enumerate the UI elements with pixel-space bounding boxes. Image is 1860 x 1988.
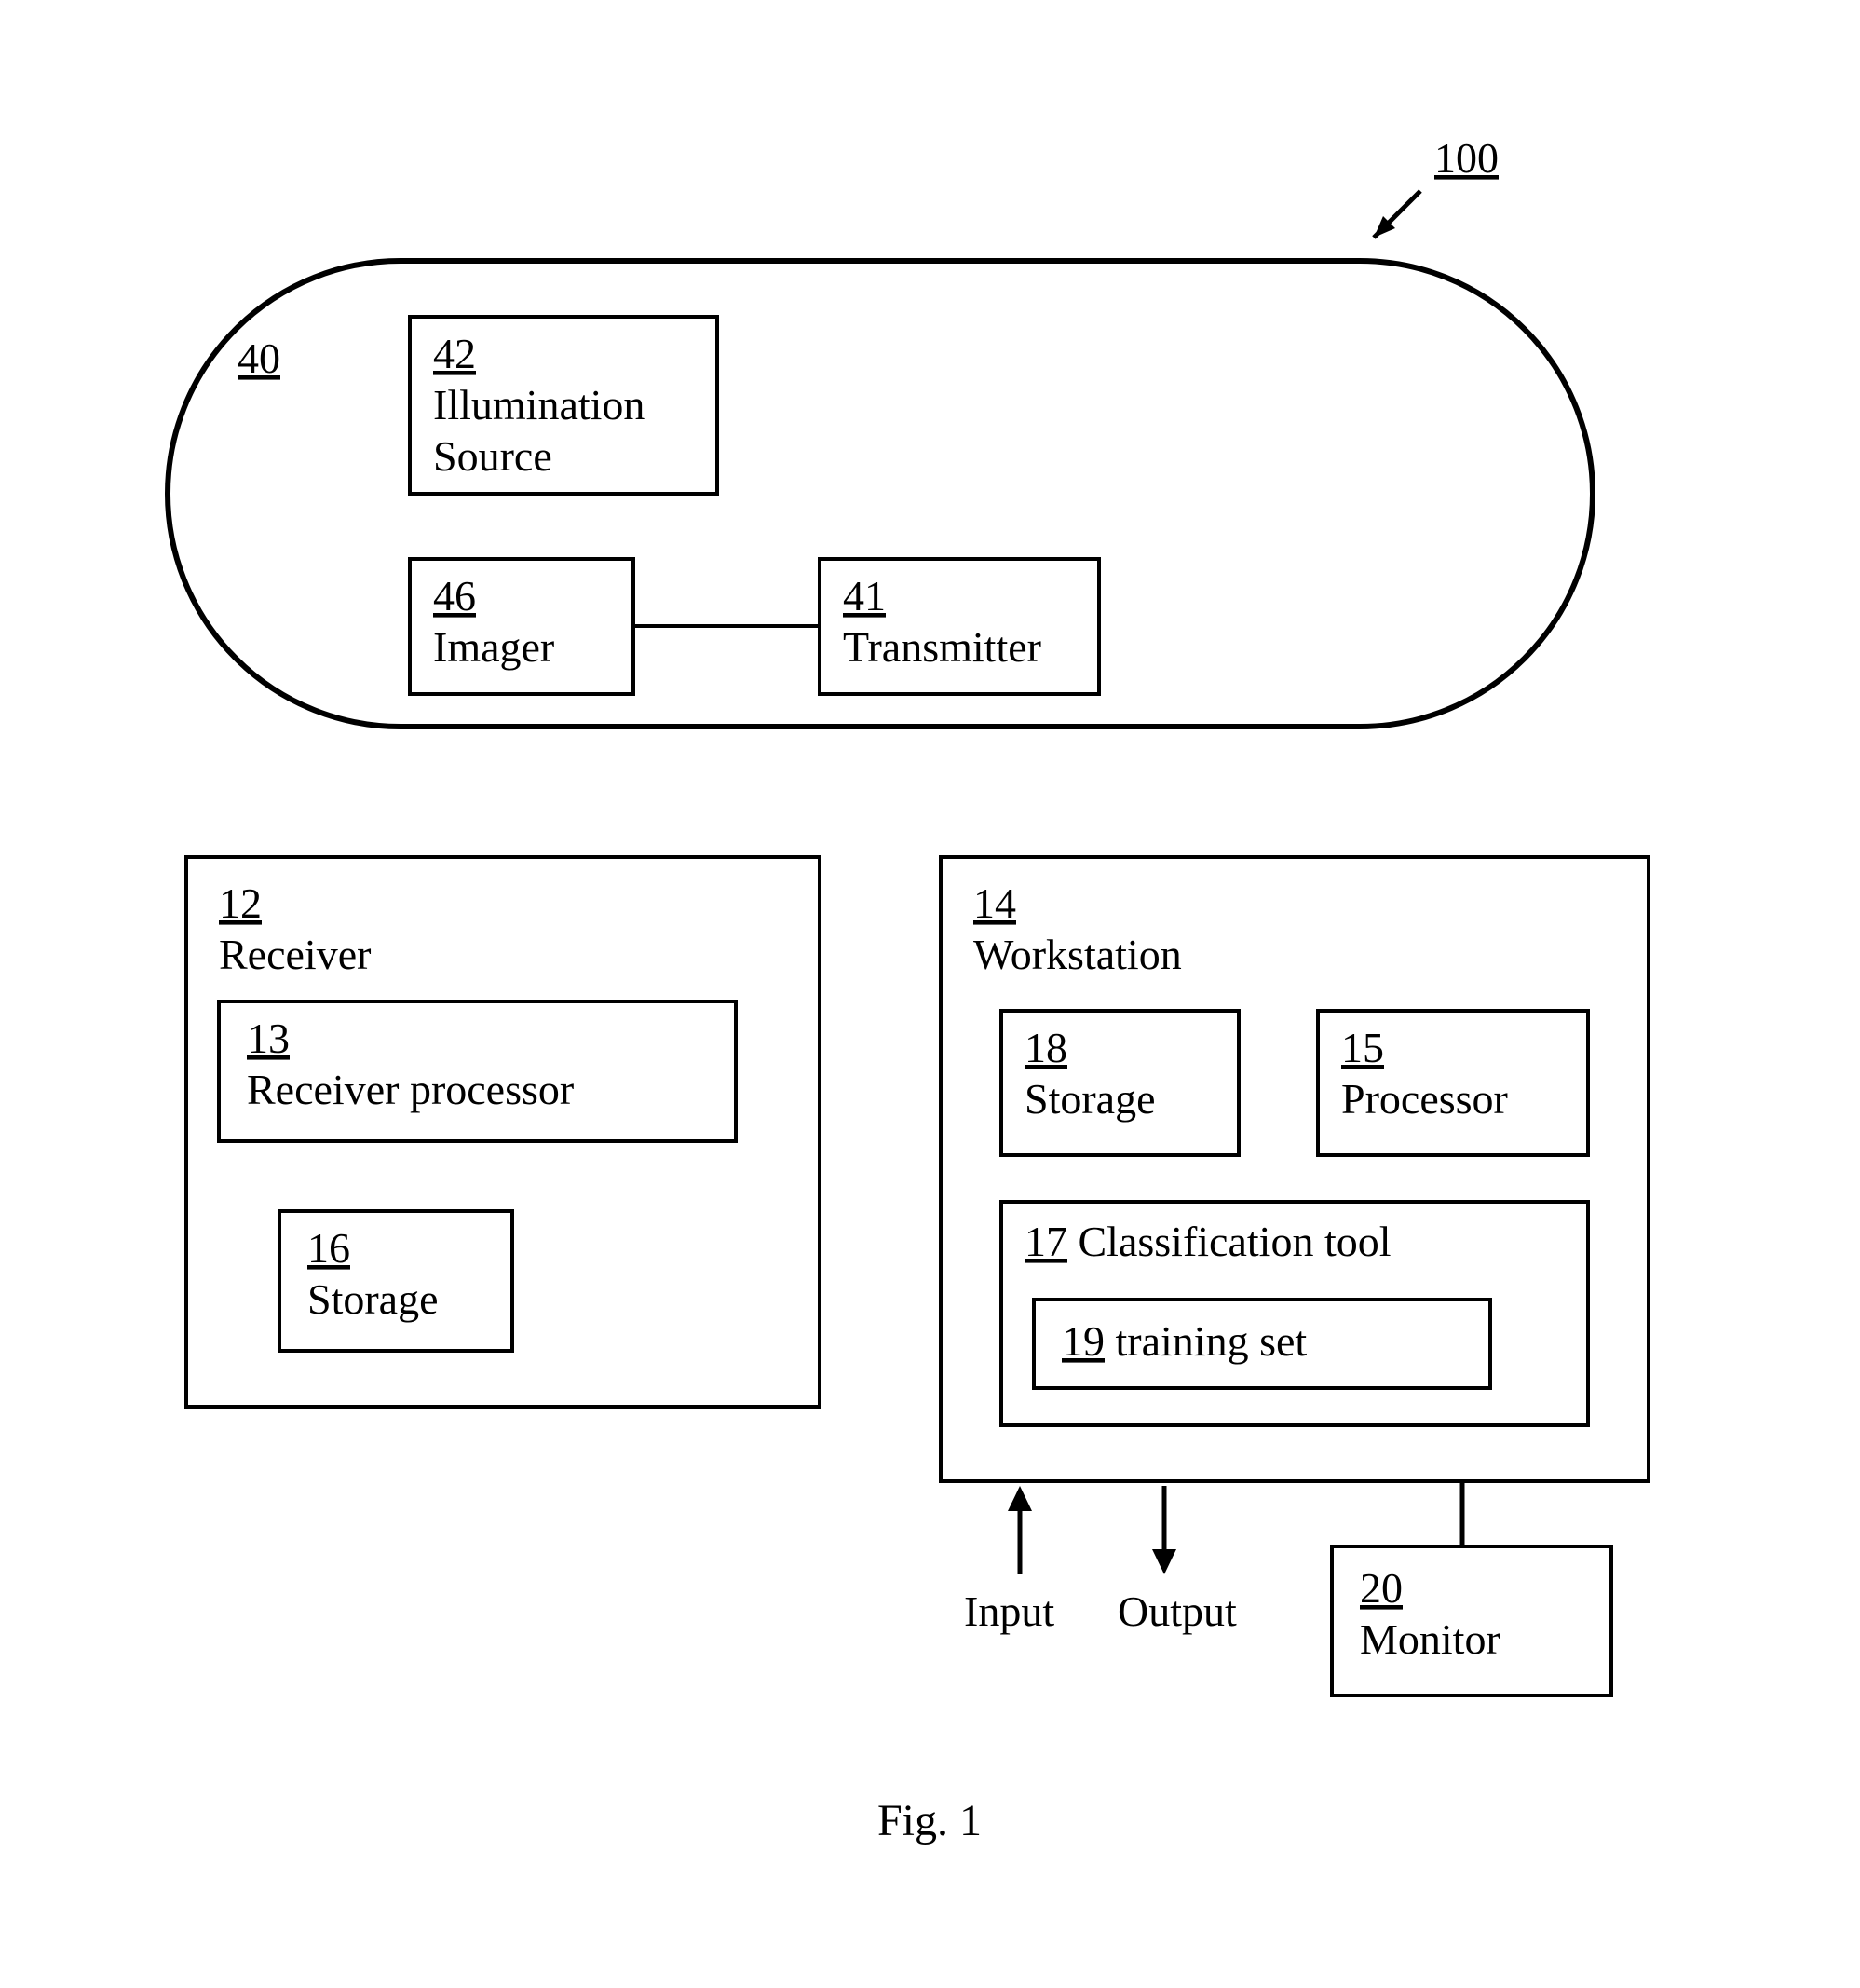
- transmitter-num: 41: [843, 572, 886, 620]
- receiver-storage-label: Storage: [307, 1275, 439, 1323]
- transmitter-box: 41 Transmitter: [820, 559, 1099, 694]
- receiver-storage-num: 16: [307, 1224, 350, 1272]
- classification-label: Classification tool: [1079, 1218, 1392, 1265]
- workstation-label: Workstation: [973, 931, 1182, 978]
- diagram-canvas: 100 40 42 Illumination Source 46 Imager …: [0, 0, 1860, 1988]
- illumination-box: 42 Illumination Source: [410, 317, 717, 494]
- imager-num: 46: [433, 572, 476, 620]
- receiver-processor-num: 13: [247, 1014, 290, 1062]
- imager-box: 46 Imager: [410, 559, 633, 694]
- training-set-box: 19 training set: [1034, 1300, 1490, 1388]
- transmitter-label: Transmitter: [843, 623, 1041, 671]
- input-arrow: Input: [964, 1486, 1054, 1635]
- capsule-ref-num: 40: [238, 334, 280, 382]
- system-ref-num: 100: [1434, 134, 1499, 182]
- training-label: training set: [1116, 1317, 1308, 1365]
- monitor-num: 20: [1360, 1564, 1403, 1612]
- receiver-container: 12 Receiver 13 Receiver processor 16 Sto…: [186, 857, 820, 1407]
- figure-label: Fig. 1: [877, 1796, 982, 1845]
- workstation-num: 14: [973, 879, 1016, 927]
- output-arrow: Output: [1118, 1486, 1237, 1635]
- system-ref: 100: [1374, 134, 1499, 238]
- workstation-processor-box: 15 Processor: [1318, 1011, 1588, 1155]
- receiver-processor-label: Receiver processor: [247, 1066, 574, 1113]
- workstation-storage-num: 18: [1025, 1024, 1067, 1071]
- receiver-num: 12: [219, 879, 262, 927]
- workstation-container: 14 Workstation 18 Storage 15 Processor 1…: [941, 857, 1649, 1481]
- training-text: 19 training set: [1062, 1317, 1307, 1365]
- training-num: 19: [1062, 1317, 1105, 1365]
- receiver-label: Receiver: [219, 931, 371, 978]
- illumination-line1: Illumination: [433, 381, 645, 429]
- workstation-processor-label: Processor: [1341, 1075, 1508, 1123]
- workstation-processor-num: 15: [1341, 1024, 1384, 1071]
- classification-text: 17 Classification tool: [1025, 1218, 1392, 1265]
- monitor-label: Monitor: [1360, 1615, 1500, 1663]
- capsule-container: 40 42 Illumination Source 46 Imager 41 T…: [168, 261, 1593, 727]
- imager-label: Imager: [433, 623, 554, 671]
- workstation-storage-box: 18 Storage: [1001, 1011, 1239, 1155]
- receiver-processor-box: 13 Receiver processor: [219, 1001, 736, 1141]
- output-label: Output: [1118, 1587, 1237, 1635]
- classification-num: 17: [1025, 1218, 1067, 1265]
- workstation-storage-label: Storage: [1025, 1075, 1156, 1123]
- classification-box: 17 Classification tool 19 training set: [1001, 1202, 1588, 1425]
- illumination-num: 42: [433, 330, 476, 377]
- receiver-storage-box: 16 Storage: [279, 1211, 512, 1351]
- illumination-line2: Source: [433, 432, 552, 480]
- input-label: Input: [964, 1587, 1054, 1635]
- monitor-box: 20 Monitor: [1332, 1546, 1611, 1695]
